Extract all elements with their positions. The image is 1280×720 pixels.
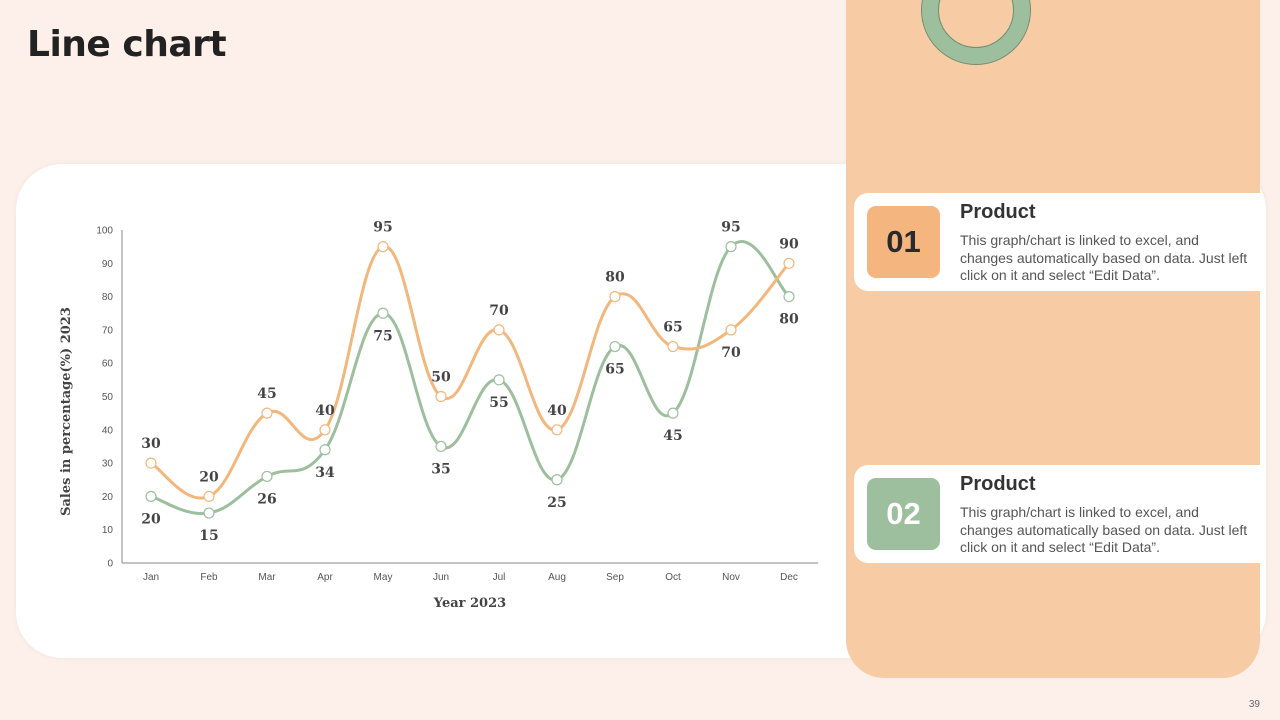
series-1-data-label: 90 bbox=[779, 236, 799, 252]
y-tick-label: 90 bbox=[102, 259, 114, 270]
series-2-point bbox=[783, 291, 795, 303]
product-description: This graph/chart is linked to excel, and… bbox=[960, 232, 1248, 283]
y-tick-label: 20 bbox=[102, 492, 114, 503]
x-tick-label: Jan bbox=[143, 572, 159, 583]
series-1-data-label: 70 bbox=[721, 345, 741, 361]
series-2-data-label: 55 bbox=[489, 395, 508, 411]
x-axis-title: Year 2023 bbox=[433, 596, 506, 611]
series-2-data-label: 34 bbox=[315, 465, 335, 481]
series-2-data-label: 35 bbox=[431, 461, 450, 477]
y-axis-title: Sales in percentage(%) 2023 bbox=[59, 307, 74, 516]
series-2-data-label: 20 bbox=[141, 511, 161, 527]
series-2-data-label: 45 bbox=[663, 428, 682, 444]
series-2-line bbox=[149, 240, 791, 516]
product-title: Product bbox=[960, 201, 1036, 223]
x-tick-label: Oct bbox=[665, 572, 681, 583]
series-2-point bbox=[261, 470, 273, 483]
series-1-point bbox=[493, 324, 505, 336]
product-number-badge: 02 bbox=[867, 478, 940, 550]
side-panel bbox=[846, 0, 1260, 678]
x-tick-label: Feb bbox=[200, 572, 218, 583]
line-chart: 0 10 20 30 40 50 60 70 80 90 100 Jan Feb Mar Apr May Jun… bbox=[59, 220, 818, 611]
product-card-1: 01 Product This graph/chart is linked to… bbox=[854, 193, 1260, 291]
x-tick-label: Dec bbox=[780, 572, 798, 583]
series-1-point bbox=[667, 340, 679, 353]
y-tick-label: 50 bbox=[102, 392, 114, 403]
series-1-point bbox=[435, 390, 447, 403]
series-2-data-label: 65 bbox=[605, 362, 624, 378]
series-1-point bbox=[145, 457, 157, 469]
series-1-data-label: 80 bbox=[605, 270, 625, 286]
x-tick-label: Aug bbox=[548, 572, 566, 583]
series-2-data-label: 80 bbox=[779, 312, 799, 328]
x-tick-label: Mar bbox=[258, 572, 276, 583]
series-1-data-label: 95 bbox=[373, 220, 392, 236]
series-1-data-label: 70 bbox=[489, 303, 509, 319]
series-2-point bbox=[667, 407, 679, 419]
series-2-point bbox=[609, 340, 621, 353]
series-1-data-label: 40 bbox=[547, 403, 567, 419]
page-number: 39 bbox=[1248, 699, 1260, 710]
product-card-2: 02 Product This graph/chart is linked to… bbox=[854, 465, 1260, 563]
series-1-point bbox=[783, 257, 795, 269]
series-1-data-label: 65 bbox=[663, 320, 682, 336]
series-2-point bbox=[203, 507, 215, 519]
series-1-point bbox=[725, 324, 737, 336]
page-title: Line chart bbox=[27, 24, 227, 65]
x-tick-label: Sep bbox=[606, 572, 624, 583]
series-1-data-label: 50 bbox=[431, 370, 451, 386]
series-1-data-label: 40 bbox=[315, 403, 335, 419]
x-tick-label: Apr bbox=[317, 572, 333, 583]
series-2-point bbox=[551, 474, 563, 486]
x-tick-label: May bbox=[374, 572, 393, 583]
series-2-data-label: 25 bbox=[547, 495, 566, 511]
series-1-point bbox=[261, 407, 273, 419]
series-2-point bbox=[319, 444, 331, 456]
series-2-data-label: 75 bbox=[373, 328, 392, 344]
series-2-data-label: 95 bbox=[721, 220, 740, 236]
product-description: This graph/chart is linked to excel, and… bbox=[960, 504, 1248, 555]
series-1-point bbox=[609, 291, 621, 303]
y-tick-label: 100 bbox=[96, 226, 113, 237]
y-tick-label: 70 bbox=[102, 325, 114, 336]
series-1-point bbox=[551, 424, 563, 436]
y-tick-label: 40 bbox=[102, 425, 114, 436]
series-1-data-label: 30 bbox=[141, 436, 161, 452]
series-2-point bbox=[493, 374, 505, 386]
y-tick-label: 80 bbox=[102, 292, 114, 303]
x-tick-label: Jul bbox=[493, 572, 506, 583]
series-1-data-label: 45 bbox=[257, 386, 276, 402]
product-title: Product bbox=[960, 473, 1036, 495]
series-2-data-label: 26 bbox=[257, 491, 276, 507]
y-tick-label: 0 bbox=[107, 559, 113, 570]
series-2-point bbox=[725, 241, 737, 253]
series-2-data-label: 15 bbox=[199, 528, 218, 544]
x-tick-label: Jun bbox=[433, 572, 449, 583]
product-number-badge: 01 bbox=[867, 206, 940, 278]
series-1-point bbox=[203, 490, 215, 502]
series-2-point bbox=[377, 307, 389, 319]
series-1-data-label: 20 bbox=[199, 469, 219, 485]
x-tick-label: Nov bbox=[722, 572, 740, 583]
series-1-point bbox=[377, 241, 389, 253]
y-tick-label: 60 bbox=[102, 359, 114, 370]
series-2-point bbox=[145, 490, 157, 502]
series-1-point bbox=[319, 424, 331, 436]
y-tick-label: 10 bbox=[102, 525, 114, 536]
series-2-point bbox=[435, 440, 447, 453]
series-1-line bbox=[149, 245, 791, 500]
y-tick-label: 30 bbox=[102, 459, 114, 470]
